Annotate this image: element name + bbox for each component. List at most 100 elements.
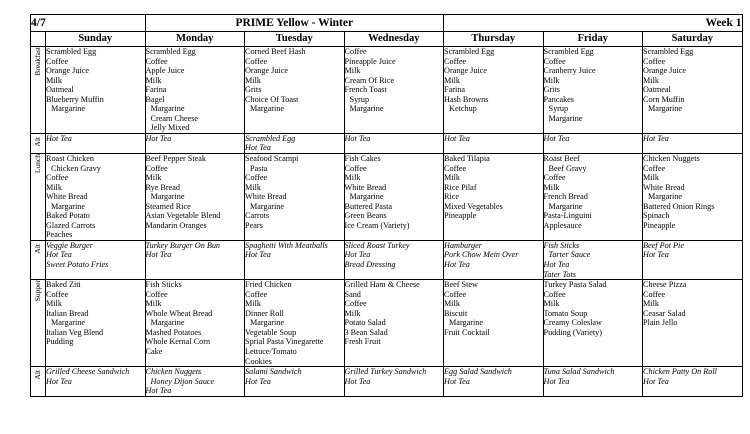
menu-item-list: Cheese Pizza Coffee Milk Ceasar Salad Plain … bbox=[643, 280, 742, 328]
menu-cell-supper-thursday: Beef Stew Coffee Milk Biscuit Margarine Fruit… bbox=[443, 279, 544, 368]
menu-item: Margarine bbox=[449, 318, 483, 328]
menu-item: Blueberry Muffin bbox=[46, 94, 104, 104]
menu-item: Tater Tots bbox=[543, 269, 576, 279]
menu-item: Pudding bbox=[46, 337, 74, 347]
menu-item: White Bread bbox=[344, 182, 387, 192]
menu-item: Hot Tea bbox=[643, 250, 669, 260]
menu-item-list: Salami Sandwich Hot Tea bbox=[245, 367, 344, 386]
menu-item: Beef Stew bbox=[444, 280, 478, 290]
row-label-text: Alt bbox=[33, 370, 42, 381]
menu-item-list: Fish Sticks Coffee Milk Whole Wheat Bread Ma… bbox=[146, 280, 245, 356]
menu-cell-supper-sunday: Baked Ziti Coffee Milk Italian Bread Margari… bbox=[45, 279, 146, 368]
menu-item: Cake bbox=[145, 346, 163, 356]
corner-cell bbox=[30, 31, 46, 47]
menu-item: Pasta-Linguini bbox=[543, 211, 592, 221]
menu-item: Baked Potato bbox=[46, 211, 90, 221]
menu-item: Beef Pepper Steak bbox=[145, 154, 206, 164]
menu-item: Veggie Burger bbox=[46, 240, 93, 250]
menu-item: Mashed Potatoes bbox=[145, 327, 202, 337]
menu-item: Hot Tea bbox=[46, 250, 72, 260]
menu-cell-breakfast_alt-thursday: Hot Tea bbox=[443, 132, 544, 155]
menu-item: Milk bbox=[543, 182, 560, 192]
menu-item-list: Spaghetti With Meatballs Hot Tea bbox=[245, 241, 344, 260]
menu-item: White Bread bbox=[245, 192, 287, 202]
row-label-lunch: Lunch bbox=[30, 153, 46, 241]
menu-item: Margarine bbox=[250, 201, 284, 211]
menu-item: Hot Tea bbox=[444, 376, 470, 386]
menu-item: Spinach bbox=[643, 211, 670, 221]
day-header-row: Sunday Monday Tuesday Wednesday Thursday… bbox=[30, 31, 743, 47]
menu-item: Baked Ziti bbox=[46, 280, 81, 290]
menu-cell-supper-saturday: Cheese Pizza Coffee Milk Ceasar Salad Plain … bbox=[642, 279, 743, 368]
menu-item-list: Fish Sticks Tarter Sauce Hot Tea Tater Tots bbox=[544, 241, 643, 279]
menu-item: Plain Jello bbox=[643, 318, 678, 328]
menu-item: Margarine bbox=[150, 192, 185, 202]
menu-item-list: Scrambled Egg Coffee Orange Juice Milk Oatme… bbox=[46, 47, 145, 114]
menu-item: Orange Juice bbox=[245, 66, 288, 76]
menu-item: Pineapple bbox=[643, 220, 676, 230]
menu-item: Scrambled Egg bbox=[245, 133, 296, 143]
menu-cell-breakfast-saturday: Scrambled Egg Coffee Orange Juice Milk Oatme… bbox=[642, 46, 743, 134]
menu-cell-breakfast_alt-monday: Hot Tea bbox=[144, 132, 246, 155]
menu-item: Margarine bbox=[648, 192, 682, 202]
menu-item: Hot Tea bbox=[145, 250, 172, 260]
menu-item: 3 Bean Salad bbox=[344, 327, 388, 337]
menu-item: Tarter Sauce bbox=[548, 250, 591, 260]
menu-item: Coffee bbox=[344, 299, 367, 309]
menu-cell-lunch-thursday: Baked Tilapia Coffee Milk Rice Pilaf Rice Mix… bbox=[443, 153, 544, 241]
row-label-breakfast_alt: Alt bbox=[30, 132, 46, 155]
menu-cell-breakfast-friday: Scrambled Egg Coffee Cranberry Juice Milk Gr… bbox=[542, 46, 644, 134]
menu-item: Hot Tea bbox=[344, 133, 371, 143]
menu-cell-lunch-friday: Roast Beef Beef Gravy Coffee Milk French Bre… bbox=[542, 153, 644, 241]
row-label-lunch_alt: Alt bbox=[30, 239, 46, 281]
menu-item: Pineapple bbox=[444, 211, 477, 221]
menu-item: Italian Bread bbox=[46, 308, 89, 318]
menu-item: Asian Vegetable Blend bbox=[145, 211, 221, 221]
menu-item: Coffee bbox=[344, 47, 367, 56]
menu-item-list: Egg Salad Sandwich Hot Tea bbox=[444, 367, 543, 386]
menu-item: Milk bbox=[643, 299, 659, 309]
menu-item: Margarine bbox=[51, 318, 85, 328]
menu-item-list: Grilled Cheese Sandwich Hot Tea bbox=[46, 367, 145, 386]
menu-item: Margarine bbox=[548, 113, 583, 123]
meal-row-breakfast_alt: Alt Hot Tea Hot Tea Scrambled Egg Hot Tea Hot… bbox=[30, 132, 743, 155]
menu-cell-supper_alt-monday: Chicken Nuggets Honey Dijon Sauce Hot Tea bbox=[144, 366, 246, 397]
menu-item: Hot Tea bbox=[46, 133, 72, 143]
menu-item-list: Grilled Turkey Sandwich Hot Tea bbox=[345, 367, 444, 386]
menu-item: Margarine bbox=[648, 104, 682, 114]
menu-item-list: Hot Tea bbox=[46, 134, 145, 144]
menu-item: Choice Of Toast bbox=[245, 94, 299, 104]
menu-item: Vegetable Soup bbox=[245, 327, 297, 337]
day-header-tuesday: Tuesday bbox=[244, 31, 345, 47]
menu-item: Pears bbox=[245, 220, 263, 230]
menu-cell-lunch_alt-tuesday: Spaghetti With Meatballs Hot Tea bbox=[244, 239, 345, 281]
menu-cell-lunch_alt-wednesday: Sliced Roast Turkey Hot Tea Bread Dressing bbox=[343, 239, 445, 281]
menu-item: Milk bbox=[643, 173, 659, 183]
menu-item: Scrambled Egg bbox=[145, 47, 196, 56]
day-header-sunday: Sunday bbox=[45, 31, 146, 47]
menu-item: Fish Cakes bbox=[344, 154, 381, 164]
menu-item: Peaches bbox=[46, 230, 73, 240]
menu-item-list: Roast Chicken Chicken Gravy Coffee Milk Whit… bbox=[46, 154, 145, 240]
menu-item: Salami Sandwich bbox=[245, 367, 302, 377]
menu-cell-supper_alt-wednesday: Grilled Turkey Sandwich Hot Tea bbox=[343, 366, 445, 397]
meal-row-supper: Supper Baked Ziti Coffee Milk Italian Bread M… bbox=[30, 279, 743, 368]
menu-item: Scrambled Egg bbox=[643, 47, 694, 56]
menu-item: Coffee bbox=[46, 289, 69, 299]
menu-item: Pancakes bbox=[543, 94, 574, 104]
menu-item: Coffee bbox=[245, 56, 268, 66]
menu-item-list: Beef Stew Coffee Milk Biscuit Margarine Fruit… bbox=[444, 280, 543, 337]
menu-cell-breakfast_alt-tuesday: Scrambled Egg Hot Tea bbox=[244, 132, 345, 155]
menu-item-list: Tuna Salad Sandwich Hot Tea bbox=[544, 367, 643, 386]
menu-item: Potato Salad bbox=[344, 318, 386, 328]
row-label-supper: Supper bbox=[30, 279, 46, 368]
menu-item: Lettuce/Tomato bbox=[245, 346, 297, 356]
menu-item: Rye Bread bbox=[145, 182, 180, 192]
menu-item: Honey Dijon Sauce bbox=[150, 376, 215, 386]
menu-table: 4/7 PRIME Yellow - Winter Week 1 Sunday … bbox=[30, 14, 743, 397]
menu-item: Hot Tea bbox=[245, 143, 271, 153]
menu-item: Coffee bbox=[543, 289, 566, 299]
menu-item: Apple Juice bbox=[145, 66, 185, 76]
menu-item: Syrup bbox=[349, 94, 370, 104]
